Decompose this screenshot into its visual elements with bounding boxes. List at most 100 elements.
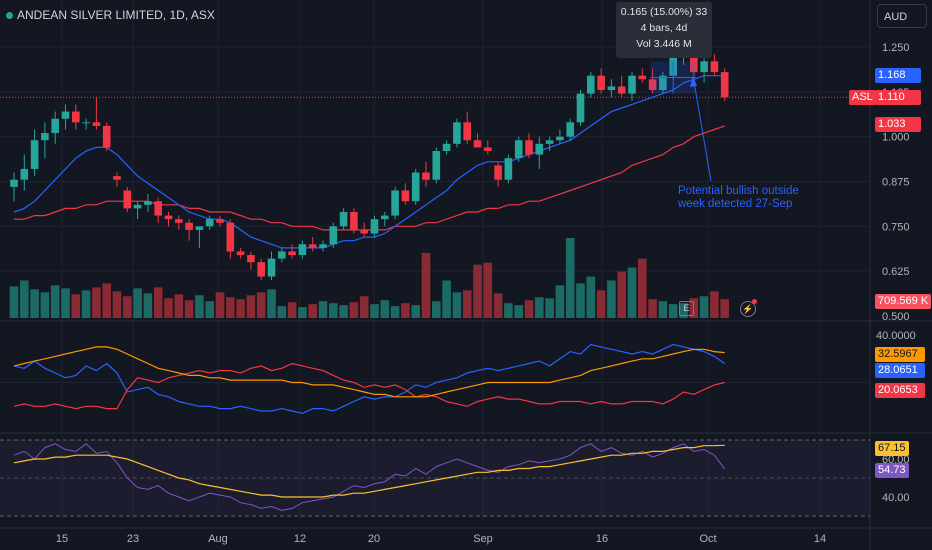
adx-line	[13, 346, 725, 398]
candle-body	[247, 255, 255, 263]
volume-bar	[617, 271, 626, 318]
volume-bar	[514, 305, 523, 318]
candle-body	[195, 226, 204, 230]
candle-body	[566, 122, 574, 137]
volume-bar	[112, 291, 122, 318]
rsi-ma-line	[13, 444, 725, 498]
volume-bar	[432, 301, 441, 318]
volume-bar	[668, 304, 678, 318]
earnings-icon[interactable]: E	[679, 301, 694, 316]
dmi-minus-line	[13, 362, 725, 410]
candle-body	[226, 222, 235, 252]
ema-slow-line	[14, 125, 725, 231]
symbol-title-text: ANDEAN SILVER LIMITED, 1D, ASX	[17, 8, 215, 22]
measure-bars: 4 bars, 4d	[640, 22, 688, 34]
volume-bar	[483, 262, 493, 318]
volume-bar	[473, 264, 482, 318]
candle-body	[257, 262, 265, 277]
candle-body	[710, 61, 719, 73]
annotation-arrow-head	[690, 76, 697, 87]
candle-body	[216, 219, 224, 223]
volume-bar	[720, 299, 729, 318]
volume-bar	[452, 292, 462, 318]
volume-bar	[133, 288, 142, 318]
volume-bar	[658, 301, 668, 318]
volume-bar	[71, 294, 81, 318]
volume-bar	[277, 306, 287, 318]
notification-dot	[752, 299, 757, 304]
dmi-plus-line	[13, 343, 726, 415]
volume-bar	[442, 280, 451, 318]
candle-body	[504, 158, 513, 180]
candle-body	[175, 219, 183, 223]
rsi-axis-label: 40.00	[882, 492, 910, 504]
volume-bar	[287, 302, 297, 318]
volume-bar	[638, 258, 647, 318]
volume-bars	[9, 238, 729, 318]
candle-body	[556, 136, 564, 141]
candle-body	[381, 215, 389, 220]
candle-body	[339, 211, 348, 227]
measure-tooltip: 0.165 (15.00%) 33 4 bars, 4d Vol 3.446 M	[616, 2, 712, 58]
volume-tag: 709.569 K	[875, 294, 932, 309]
candle-body	[10, 179, 18, 187]
candle-body	[617, 86, 626, 94]
currency-selector[interactable]: AUD	[877, 4, 927, 28]
candle-body	[607, 86, 616, 91]
volume-bar	[586, 276, 596, 318]
volume-bar	[20, 280, 29, 318]
candle-body	[370, 219, 379, 234]
volume-bar	[81, 290, 91, 318]
volume-bar	[246, 295, 256, 318]
volume-bar	[380, 300, 390, 318]
candle-body	[164, 215, 173, 220]
rsi-ma-tag: 67.15	[875, 441, 909, 456]
candle-body	[144, 201, 152, 205]
candle-body	[494, 165, 502, 180]
volume-bar	[699, 296, 709, 318]
rsi-panel	[0, 439, 870, 517]
price-axis-label: 0.625	[882, 266, 910, 278]
volume-bar	[123, 296, 132, 318]
di-plus-tag: 28.0651	[875, 363, 925, 378]
volume-bar	[565, 238, 575, 318]
candle-body	[92, 122, 101, 126]
volume-bar	[462, 290, 472, 318]
symbol-title[interactable]: ANDEAN SILVER LIMITED, 1D, ASX	[6, 8, 215, 22]
price-axis-label: 0.875	[882, 177, 910, 189]
volume-bar	[164, 298, 173, 318]
adx-tag: 32.5967	[875, 347, 925, 362]
volume-bar	[648, 299, 657, 318]
rsi-line	[13, 443, 726, 511]
candle-body	[72, 111, 80, 123]
candle-body	[597, 75, 605, 91]
flash-icon[interactable]: ⚡	[740, 301, 756, 317]
volume-bar	[627, 267, 637, 318]
volume-bar	[308, 304, 317, 318]
time-axis-label: 16	[596, 533, 608, 545]
volume-bar	[359, 296, 369, 318]
volume-bar	[421, 252, 431, 318]
time-axis-label: 20	[368, 533, 380, 545]
candle-body	[133, 204, 142, 209]
candle-body	[648, 79, 657, 91]
candle-body	[690, 50, 698, 73]
market-status-icon	[6, 12, 13, 20]
pattern-annotation[interactable]: Potential bullish outside week detected …	[678, 185, 799, 211]
volume-bar	[215, 292, 225, 318]
rsi-tag: 54.73	[875, 463, 909, 478]
candle-body	[628, 75, 636, 94]
candle-body	[123, 190, 132, 209]
time-axis-label: Aug	[208, 533, 228, 545]
price-axis-label: 1.250	[882, 42, 910, 54]
volume-bar	[318, 301, 328, 318]
volume-bar	[596, 290, 606, 318]
symbol-tag: ASL	[849, 90, 876, 105]
volume-bar	[504, 303, 513, 318]
candle-body	[514, 140, 523, 159]
candle-body	[113, 176, 121, 180]
time-axis-label: Sep	[473, 533, 493, 545]
annotation-line-1: Potential bullish outside	[678, 185, 799, 197]
candle-body	[473, 140, 482, 148]
